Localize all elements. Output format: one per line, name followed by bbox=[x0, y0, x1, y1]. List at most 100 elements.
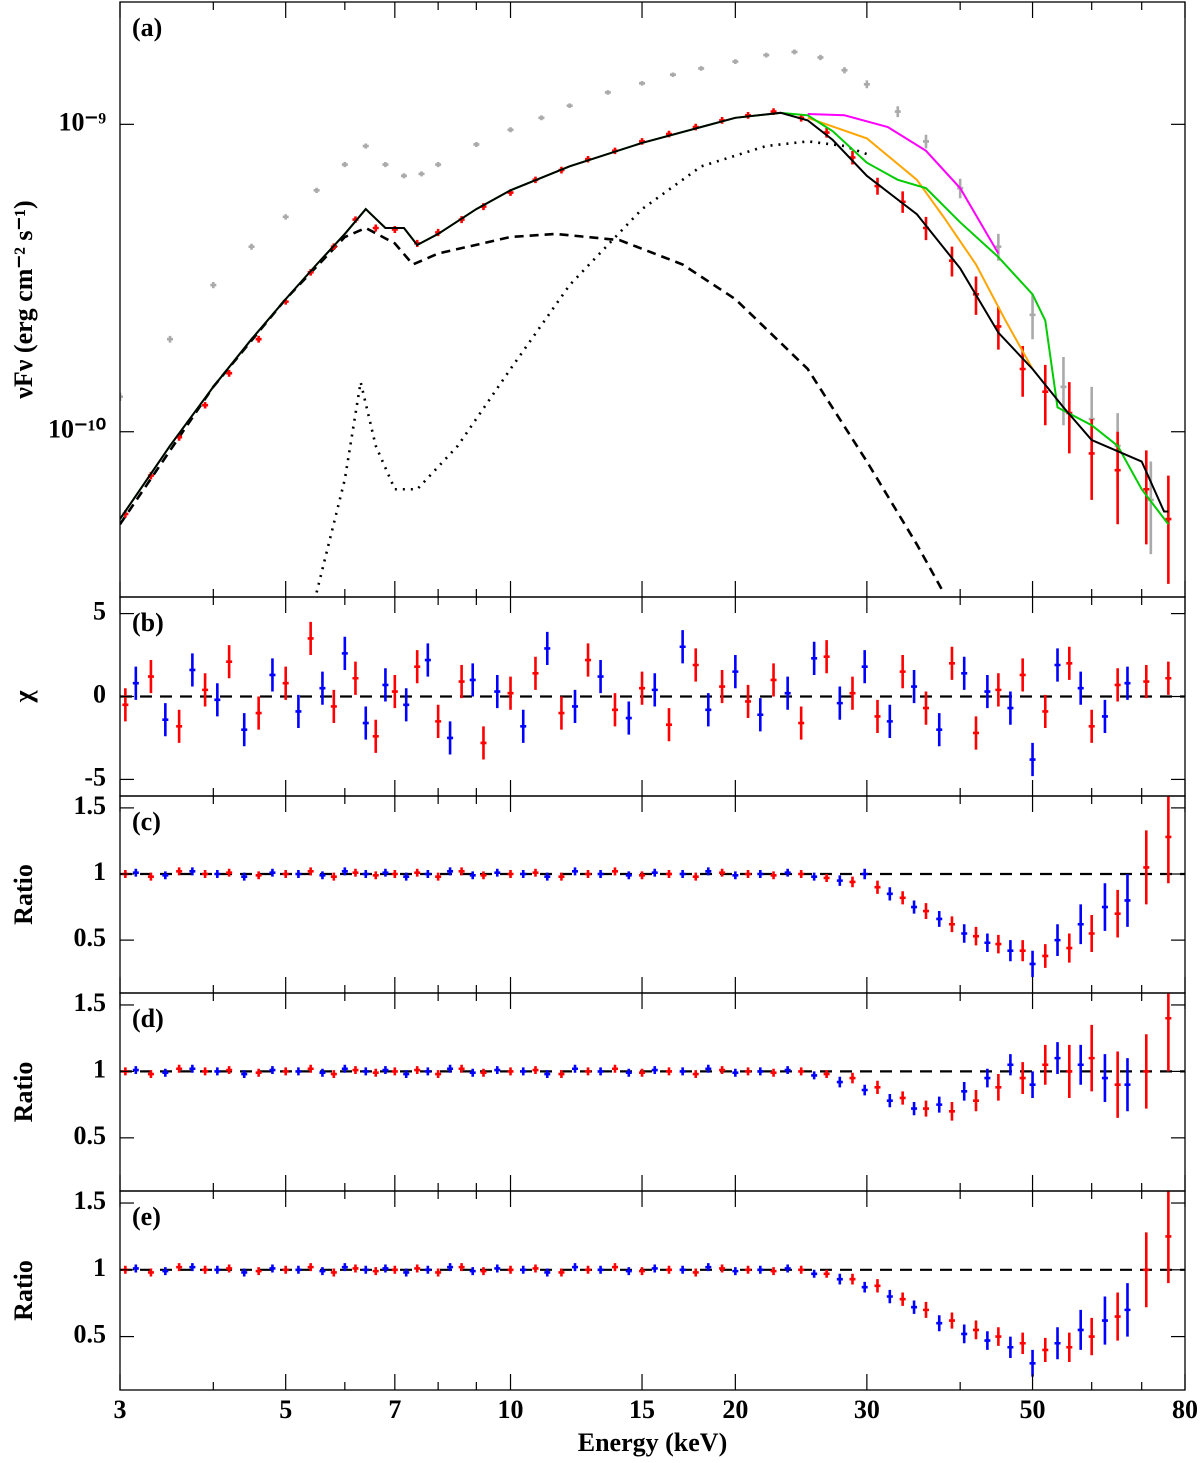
y-tick-label: 10⁻⁹ bbox=[58, 107, 106, 136]
error-bar bbox=[972, 1320, 979, 1340]
error-bar bbox=[692, 872, 699, 881]
error-bar bbox=[372, 871, 379, 880]
error-bar bbox=[1019, 940, 1026, 962]
model-line bbox=[807, 113, 1000, 255]
y-tick-label: 0.5 bbox=[74, 1121, 107, 1150]
error-bar bbox=[307, 621, 314, 656]
error-bar bbox=[639, 871, 646, 880]
error-bar bbox=[469, 1068, 476, 1077]
error-bar bbox=[307, 1263, 314, 1272]
x-axis-label: Energy (keV) bbox=[578, 1428, 727, 1457]
panel-frame bbox=[119, 992, 1186, 1192]
error-bar bbox=[532, 868, 539, 877]
error-bar bbox=[798, 870, 805, 878]
error-bar bbox=[874, 699, 881, 733]
error-bar bbox=[823, 1070, 830, 1079]
error-bar bbox=[295, 1265, 302, 1274]
error-bar bbox=[189, 1263, 196, 1272]
error-bar bbox=[732, 1068, 739, 1077]
error-bar bbox=[745, 1067, 752, 1076]
error-bar bbox=[811, 641, 818, 675]
panel-frame bbox=[119, 1, 1186, 598]
error-bar bbox=[585, 1067, 592, 1076]
error-bar bbox=[352, 1066, 359, 1075]
error-bar bbox=[132, 868, 139, 877]
error-bar bbox=[604, 90, 611, 95]
error-bar bbox=[202, 673, 209, 707]
error-bar bbox=[874, 1080, 881, 1094]
error-bar bbox=[1101, 1296, 1108, 1345]
error-bar bbox=[861, 1084, 868, 1096]
error-bar bbox=[147, 1268, 154, 1277]
error-bar bbox=[507, 870, 514, 878]
y-axis-label: χ bbox=[9, 690, 38, 704]
error-bar bbox=[1143, 1034, 1150, 1109]
error-bar bbox=[757, 698, 764, 732]
error-bar bbox=[611, 1263, 618, 1272]
error-bar bbox=[861, 1281, 868, 1293]
error-bar bbox=[1054, 924, 1061, 956]
error-bar bbox=[214, 870, 221, 878]
error-bar bbox=[558, 696, 565, 730]
x-tick-label: 50 bbox=[1020, 1395, 1046, 1424]
error-bar bbox=[784, 676, 791, 710]
error-bar bbox=[319, 1267, 326, 1276]
error-bar bbox=[532, 1066, 539, 1075]
error-bar bbox=[679, 630, 686, 664]
error-bar bbox=[1088, 709, 1095, 743]
error-bar bbox=[861, 650, 868, 684]
error-bar bbox=[532, 656, 539, 690]
error-bar bbox=[403, 1268, 410, 1277]
error-bar bbox=[330, 1268, 337, 1277]
error-bar bbox=[480, 1267, 487, 1276]
error-bar bbox=[269, 1066, 276, 1075]
error-bar bbox=[874, 880, 881, 894]
error-bar bbox=[494, 674, 501, 709]
error-bar bbox=[1066, 646, 1073, 680]
error-bar bbox=[849, 876, 856, 888]
error-bar bbox=[372, 719, 379, 753]
error-bar bbox=[585, 643, 592, 677]
error-bar bbox=[295, 1067, 302, 1076]
y-axis-label: νFν (erg cm⁻² s⁻¹) bbox=[9, 200, 38, 399]
error-bar bbox=[558, 872, 565, 881]
error-bar bbox=[719, 1066, 726, 1075]
error-bar bbox=[732, 1267, 739, 1276]
error-bar bbox=[341, 162, 348, 168]
error-bar bbox=[849, 1273, 856, 1285]
error-bar bbox=[811, 1269, 818, 1278]
error-bar bbox=[520, 709, 527, 743]
error-bar bbox=[911, 1300, 918, 1314]
error-bar bbox=[961, 656, 968, 690]
error-bar bbox=[352, 868, 359, 877]
error-bar bbox=[936, 911, 943, 927]
error-bar bbox=[458, 1064, 465, 1073]
y-tick-label: 1 bbox=[93, 1054, 106, 1083]
error-bar bbox=[162, 1068, 169, 1077]
panel-label: (d) bbox=[132, 1004, 164, 1033]
y-axis-label: Ratio bbox=[9, 864, 38, 925]
error-bar bbox=[400, 173, 407, 179]
error-bar bbox=[282, 1265, 289, 1274]
error-bar bbox=[435, 872, 442, 881]
error-bar bbox=[352, 1264, 359, 1273]
error-bar bbox=[295, 870, 302, 878]
error-bar bbox=[995, 673, 1002, 707]
error-bar bbox=[1019, 658, 1026, 692]
error-bar bbox=[611, 693, 618, 727]
error-bar bbox=[424, 1067, 431, 1076]
error-bar bbox=[639, 80, 646, 86]
error-bar bbox=[698, 66, 705, 71]
error-bar bbox=[362, 143, 369, 149]
error-bar bbox=[414, 1264, 421, 1273]
error-bar bbox=[732, 655, 739, 689]
error-bar bbox=[886, 887, 893, 901]
panel-frame bbox=[119, 795, 1186, 994]
error-bar bbox=[817, 54, 824, 61]
error-bar bbox=[651, 1264, 658, 1273]
x-tick-label: 7 bbox=[388, 1395, 401, 1424]
error-bar bbox=[972, 1090, 979, 1112]
error-bar bbox=[995, 1074, 1002, 1101]
y-tick-label: -5 bbox=[84, 762, 106, 791]
